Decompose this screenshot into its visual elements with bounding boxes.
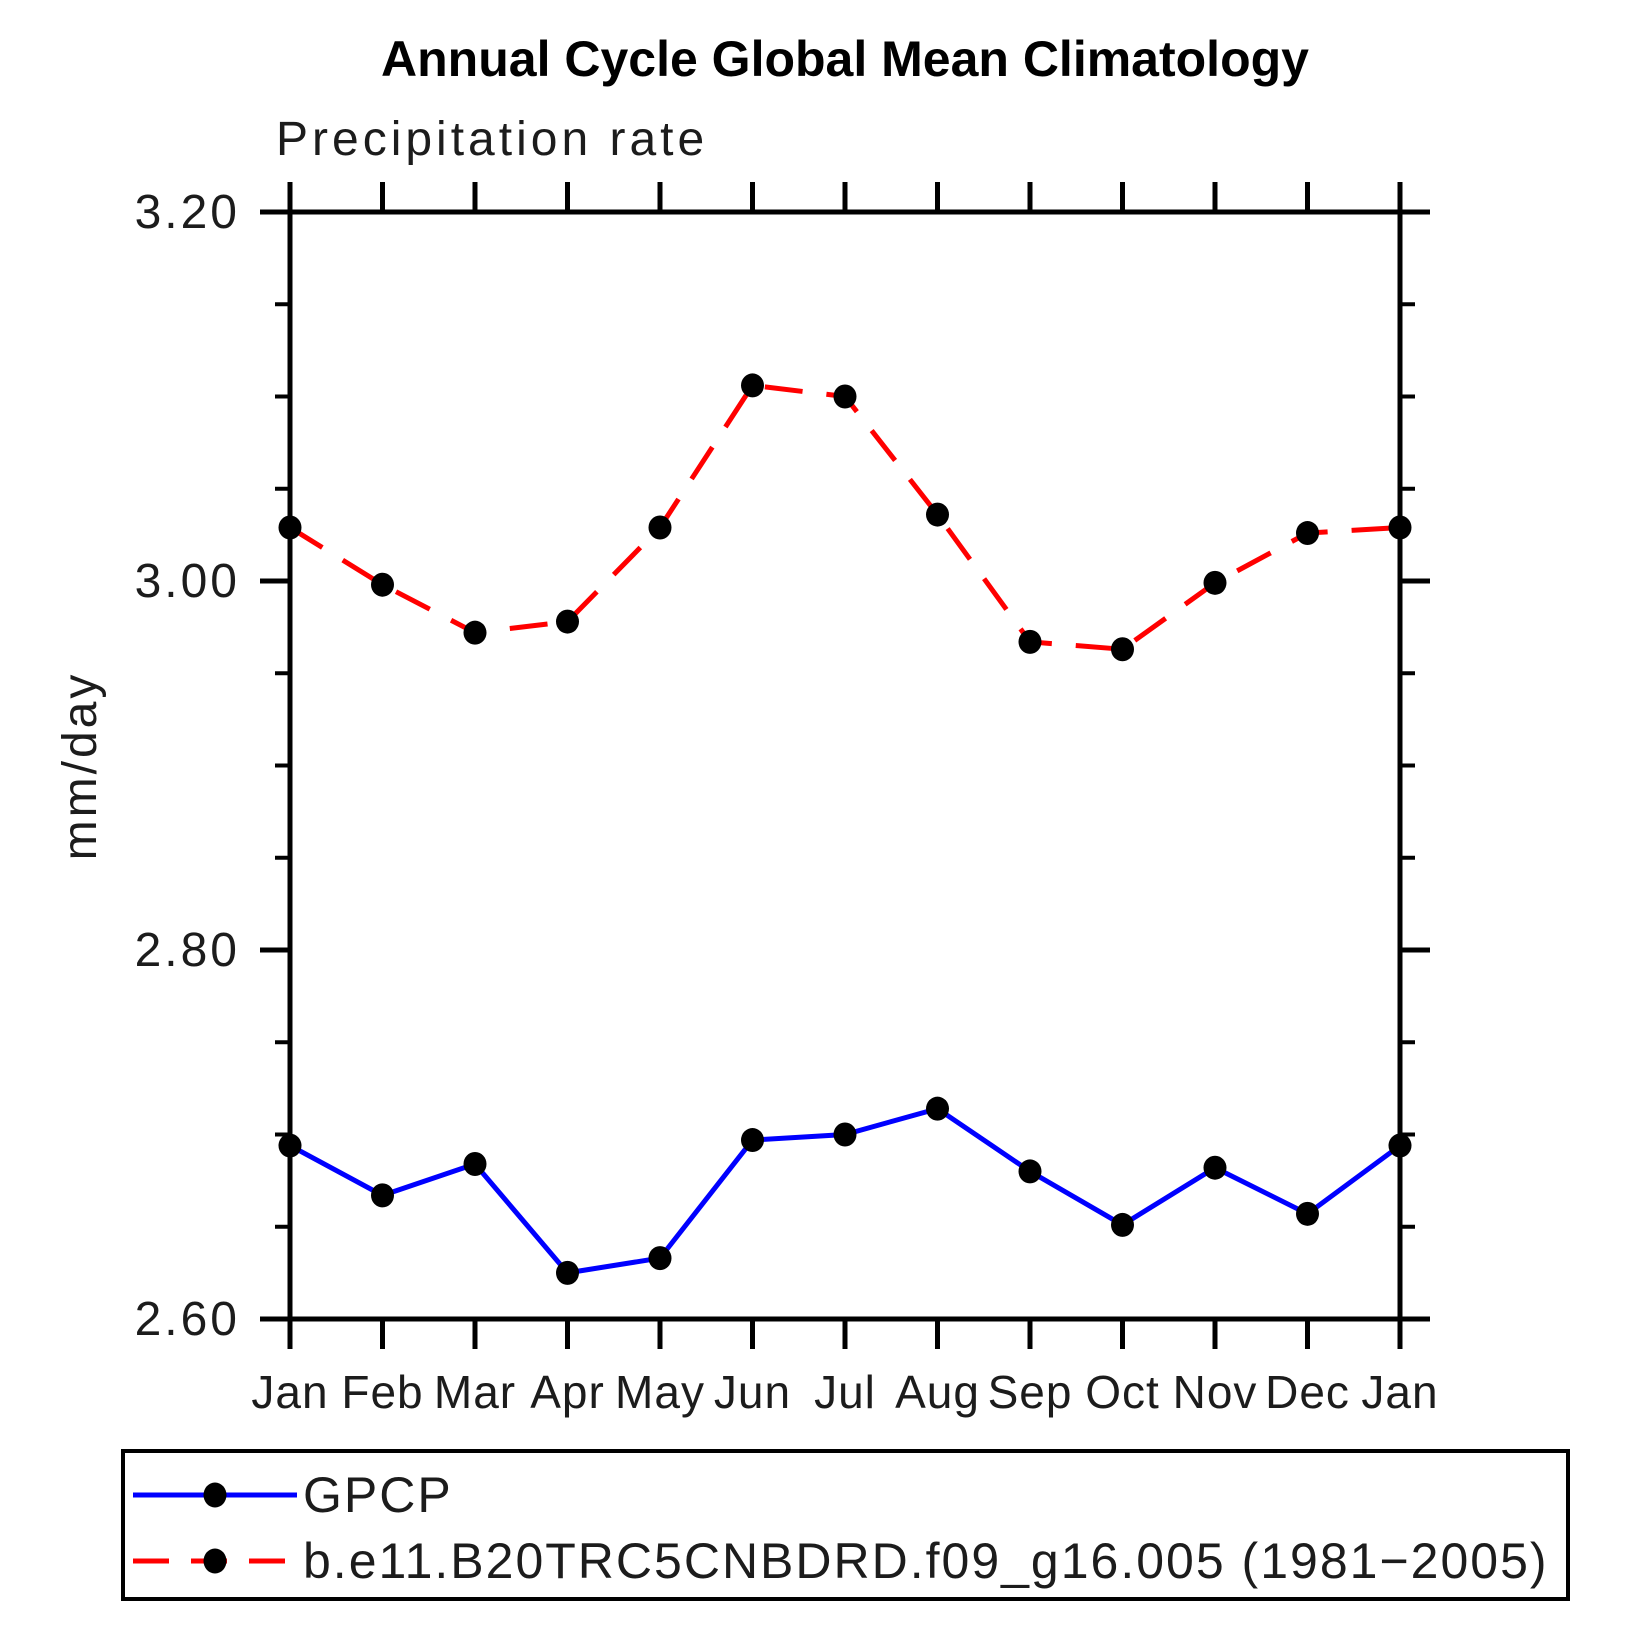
series-marker-gpcp [278,1133,302,1158]
series-marker-model [463,620,487,645]
x-axis-month-label: Jun [714,1366,791,1418]
series-marker-model [833,384,857,409]
y-axis-tick-label: 2.80 [135,924,240,977]
y-axis-tick-label: 3.00 [135,555,240,608]
series-marker-gpcp [741,1128,764,1153]
series-marker-gpcp [371,1183,394,1208]
y-axis-tick-label: 2.60 [135,1293,240,1346]
series-marker-model [741,373,764,398]
series-marker-model [926,502,949,527]
series-marker-model [278,515,302,540]
plot-frame [287,209,1403,1322]
x-axis-month-label: Sep [988,1366,1073,1418]
series-marker-gpcp [926,1096,949,1121]
x-axis-month-label: Oct [1085,1366,1160,1418]
legend-line-sample-gpcp [133,1482,297,1508]
series-marker-model [1203,570,1227,595]
x-axis-month-label: Nov [1173,1366,1258,1418]
series-marker-model [1018,629,1042,654]
x-axis-month-label: Dec [1265,1366,1350,1418]
series-marker-gpcp [1296,1201,1319,1226]
series-marker-gpcp [1388,1133,1412,1158]
legend-marker-model-dot [203,1548,227,1574]
legend-marker-gpcp-dot [203,1482,227,1508]
x-axis-month-label: Mar [434,1366,516,1418]
series-marker-gpcp [556,1260,579,1285]
series-marker-gpcp [463,1152,487,1177]
x-axis-month-label: Aug [895,1366,980,1418]
series-marker-gpcp [1111,1212,1134,1237]
series-marker-gpcp [833,1122,857,1147]
series-marker-model [556,609,579,634]
series-marker-model [1296,521,1319,546]
series-marker-model [371,572,394,597]
chart-subtitle: Precipitation rate [276,113,709,166]
x-axis-month-label: Jan [251,1366,328,1418]
legend-box: GPCP b.e11.B20TRC5CNBDRD.f09_g16.005 (19… [121,1449,1570,1601]
x-axis-month-label: Apr [530,1366,605,1418]
series-line-model [288,382,1401,652]
series-marker-model [648,515,672,540]
x-axis-month-label: Jan [1361,1366,1438,1418]
y-axis-title: mm/day [54,672,107,861]
series-marker-model [1111,637,1134,662]
legend-row-gpcp: GPCP [131,1467,453,1523]
series-marker-model [1388,515,1412,540]
legend-line-sample-model [133,1548,297,1574]
series-marker-gpcp [1018,1159,1042,1184]
x-axis-month-label: May [615,1366,705,1418]
y-axis-tick-label: 3.20 [135,186,240,239]
legend-label-model: b.e11.B20TRC5CNBDRD.f09_g16.005 (1981−20… [303,1533,1549,1589]
x-axis-month-label: Jul [814,1366,876,1418]
chart-title: Annual Cycle Global Mean Climatology [381,31,1309,87]
legend-label-gpcp: GPCP [303,1467,453,1523]
series-marker-gpcp [1203,1155,1227,1180]
series-marker-gpcp [648,1246,672,1271]
x-axis-month-label: Feb [341,1366,423,1418]
legend-row-model: b.e11.B20TRC5CNBDRD.f09_g16.005 (1981−20… [131,1533,1549,1589]
